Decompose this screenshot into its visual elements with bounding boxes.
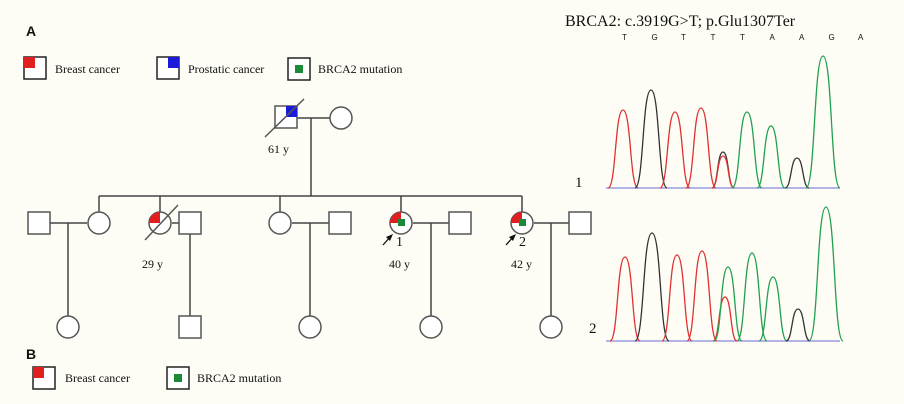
trace-peak: [711, 155, 735, 189]
brca2-mutation-square: [398, 219, 405, 226]
proband-1-number: 1: [396, 235, 403, 250]
sister-age: 29 y: [142, 257, 163, 271]
trace-peak: [785, 308, 811, 342]
trace-peak: [661, 254, 693, 342]
chromatogram-1-label: 1: [575, 175, 583, 191]
base-call-label: A: [799, 33, 805, 42]
breast-cancer-quadrant: [33, 367, 44, 378]
proband-1: [389, 211, 413, 235]
trace-peak: [685, 107, 717, 189]
daughter-proband-1: [419, 315, 443, 339]
brca2-mutation-square: [295, 65, 303, 73]
breast-cancer-quadrant: [149, 212, 160, 223]
brca2-mutation-square: [519, 219, 526, 226]
prostatic-cancer-quadrant: [168, 57, 179, 68]
legend-label: Breast cancer: [55, 62, 120, 76]
brca2-mutation-square: [174, 374, 182, 382]
proband-1-arrow-icon: [382, 234, 393, 246]
legend-item-breast-cancer: Breast cancer: [23, 56, 120, 80]
base-call-label: A: [770, 33, 776, 42]
sister-3: [268, 211, 292, 235]
trace-peak: [634, 232, 670, 342]
base-call-label: A: [858, 33, 864, 42]
chromatogram-2: [606, 206, 844, 342]
proband-2-arrow-icon: [505, 234, 516, 246]
sister-1: [87, 211, 111, 235]
trace-peak: [808, 206, 844, 342]
base-call-label: T: [740, 33, 745, 42]
trace-peak: [784, 157, 810, 189]
base-call-label: G: [829, 33, 835, 42]
legend-label: BRCA2 mutation: [318, 62, 402, 76]
proband-2: [510, 211, 534, 235]
panel-label-b: B: [26, 346, 36, 362]
trace-peak: [731, 111, 763, 189]
chromatogram-2-label: 2: [589, 321, 597, 337]
proband-1-age: 40 y: [389, 257, 410, 271]
legend-b: Breast cancer BRCA2 mutation: [32, 366, 281, 390]
legend-item-brca2-mutation: BRCA2 mutation: [166, 366, 281, 390]
trace-peak: [634, 89, 668, 189]
proband-2-number: 2: [519, 235, 526, 250]
trace-peak: [805, 55, 841, 189]
base-call-label: G: [652, 33, 658, 42]
base-call-label: T: [681, 33, 686, 42]
trace-peak: [756, 125, 786, 189]
legend-label: Prostatic cancer: [188, 62, 264, 76]
base-call-label: T: [711, 33, 716, 42]
trace-peak: [609, 256, 641, 342]
grandmother: [329, 106, 353, 130]
grandfather: [264, 98, 305, 138]
legend-label: Breast cancer: [65, 371, 130, 385]
spouse-5: [568, 211, 592, 235]
deceased-slash: [144, 204, 179, 241]
trace-peak: [686, 250, 718, 342]
spouse-2: [178, 211, 202, 235]
legend-a: Breast cancer Prostatic cancer BRCA2 mut…: [23, 56, 402, 81]
spouse-1: [27, 211, 51, 235]
panel-label-a: A: [26, 23, 36, 39]
daughter-proband-2: [539, 315, 563, 339]
proband-2-age: 42 y: [511, 257, 532, 271]
legend-label: BRCA2 mutation: [197, 371, 281, 385]
trace-peak: [713, 266, 743, 342]
breast-cancer-quadrant: [24, 57, 35, 68]
base-call-label: T: [622, 33, 627, 42]
trace-peak: [607, 109, 639, 189]
trace-peak: [736, 252, 768, 342]
trace-peak: [712, 296, 738, 342]
chromatogram-1: [606, 55, 841, 189]
sequence-title: BRCA2: c.3919G>T; p.Glu1307Ter: [565, 13, 796, 30]
spouse-3: [328, 211, 352, 235]
spouse-4: [448, 211, 472, 235]
legend-item-prostatic-cancer: Prostatic cancer: [156, 56, 264, 80]
niece-2: [298, 315, 322, 339]
niece-1: [56, 315, 80, 339]
nephew-1: [178, 315, 202, 339]
legend-item-brca2-mutation: BRCA2 mutation: [287, 57, 402, 81]
pedigree-lines: [50, 117, 569, 316]
trace-peak: [758, 276, 788, 342]
sequencing-panel: BRCA2: c.3919G>T; p.Glu1307Ter T G T T T A A G A…: [565, 13, 864, 342]
sister-breast-cancer-deceased: [144, 204, 179, 241]
deceased-slash: [264, 98, 305, 138]
legend-item-breast-cancer: Breast cancer: [32, 366, 130, 390]
trace-peak: [659, 111, 691, 189]
grandfather-age: 61 y: [268, 142, 289, 156]
